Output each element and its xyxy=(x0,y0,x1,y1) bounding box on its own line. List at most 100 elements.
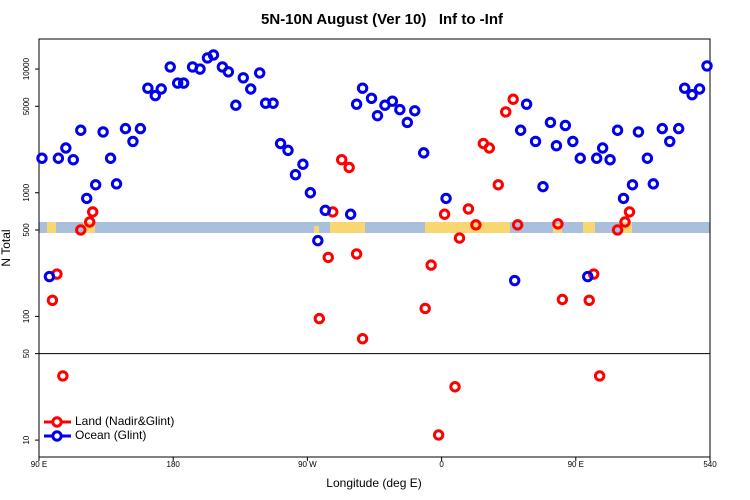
point xyxy=(611,124,624,136)
point xyxy=(401,116,414,129)
point xyxy=(164,61,176,73)
point xyxy=(237,72,249,84)
point xyxy=(632,126,645,138)
point xyxy=(335,153,348,166)
point xyxy=(110,178,123,190)
point xyxy=(593,370,606,382)
point xyxy=(529,135,542,148)
point xyxy=(514,124,527,136)
point xyxy=(559,119,572,132)
point xyxy=(253,67,266,79)
point xyxy=(149,89,162,102)
x-tick-label: 540 xyxy=(703,460,717,469)
point xyxy=(274,137,287,150)
y-tick-label: 100 xyxy=(22,309,31,323)
point xyxy=(297,158,309,170)
point xyxy=(322,251,334,264)
point xyxy=(207,49,220,61)
point xyxy=(356,82,369,94)
point xyxy=(462,203,475,215)
point xyxy=(75,224,87,236)
x-tick-label: 90 E xyxy=(568,460,584,469)
point xyxy=(626,179,639,191)
point xyxy=(511,219,524,231)
point xyxy=(453,232,466,244)
point xyxy=(492,179,504,191)
point xyxy=(440,192,452,205)
legend-marker xyxy=(51,416,63,428)
point xyxy=(470,219,482,231)
surface-band xyxy=(39,222,710,233)
x-tick-label: 90 E xyxy=(31,460,47,469)
point xyxy=(350,248,363,260)
legend-label: Ocean (Glint) xyxy=(75,428,146,442)
point xyxy=(289,168,302,181)
chart-title: 5N-10N August (Ver 10) Inf to -Inf xyxy=(261,11,504,28)
point xyxy=(507,93,519,105)
point xyxy=(86,206,99,218)
point xyxy=(356,333,369,345)
point xyxy=(222,66,235,78)
point xyxy=(81,192,93,205)
point xyxy=(449,381,461,393)
point xyxy=(596,142,609,154)
point xyxy=(365,92,378,105)
point xyxy=(350,98,363,110)
point xyxy=(142,82,154,94)
point xyxy=(647,178,660,190)
x-tick-label: 180 xyxy=(167,460,181,469)
point xyxy=(89,179,102,191)
point xyxy=(394,103,406,116)
point xyxy=(245,83,257,95)
point xyxy=(619,216,631,228)
point xyxy=(43,270,56,283)
point xyxy=(83,216,96,228)
point xyxy=(604,153,616,166)
x-tick-label: 90 W xyxy=(298,460,317,469)
point xyxy=(171,77,184,89)
point xyxy=(177,77,190,89)
point xyxy=(343,161,355,174)
point xyxy=(36,152,48,164)
point xyxy=(617,192,630,205)
point xyxy=(194,63,206,75)
point xyxy=(438,208,451,220)
point xyxy=(386,95,399,107)
x-tick-label: 0 xyxy=(439,460,444,469)
point xyxy=(344,208,357,220)
point xyxy=(582,270,594,283)
point xyxy=(134,122,147,135)
point xyxy=(520,98,533,110)
y-tick-label: 500 xyxy=(22,223,31,237)
point xyxy=(60,142,72,154)
point xyxy=(282,144,294,157)
point xyxy=(556,293,569,306)
x-axis-label: Longitude (deg E) xyxy=(326,476,421,490)
point xyxy=(67,153,79,166)
point xyxy=(483,142,496,154)
point xyxy=(537,180,549,193)
point xyxy=(590,152,603,164)
y-tick-label: 1000 xyxy=(22,183,31,201)
point xyxy=(432,429,445,441)
point xyxy=(409,105,421,117)
plot-frame xyxy=(38,38,711,458)
point xyxy=(418,147,430,159)
point xyxy=(57,370,69,382)
point xyxy=(544,116,557,129)
point xyxy=(419,302,431,315)
point xyxy=(267,97,279,109)
point xyxy=(686,89,698,101)
point xyxy=(664,135,676,148)
point xyxy=(641,152,654,164)
point xyxy=(672,122,685,135)
point xyxy=(304,187,317,199)
point xyxy=(97,126,109,138)
legend-marker xyxy=(51,430,63,442)
point xyxy=(313,312,326,325)
point xyxy=(701,60,713,72)
y-tick-label: 5000 xyxy=(22,97,31,115)
legend-label: Land (Nadir&Glint) xyxy=(75,414,174,428)
point xyxy=(119,122,132,135)
